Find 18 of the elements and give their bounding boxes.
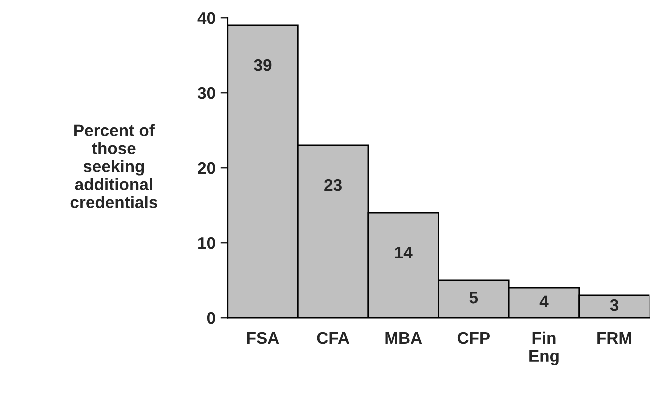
x-tick-label: CFA bbox=[317, 332, 350, 344]
y-axis-title: Percent of those seeking additional credentials bbox=[70, 124, 158, 208]
data-label: 4 bbox=[540, 296, 549, 308]
y-tick-label: 30 bbox=[198, 87, 216, 100]
data-label: 39 bbox=[254, 59, 272, 72]
x-tick-label: FSA bbox=[247, 332, 280, 344]
y-tick-label: 10 bbox=[198, 237, 216, 250]
data-label: 3 bbox=[610, 299, 619, 312]
x-tick-label: Fin Eng bbox=[530, 332, 559, 366]
data-label: 14 bbox=[395, 247, 413, 259]
y-tick-label: 0 bbox=[207, 312, 216, 324]
data-label: 23 bbox=[324, 179, 342, 192]
y-tick-label: 20 bbox=[198, 162, 216, 174]
x-tick-label: CFP bbox=[458, 332, 490, 344]
y-tick-label: 40 bbox=[198, 12, 216, 24]
data-label: 5 bbox=[470, 292, 478, 304]
x-tick-label: FRM bbox=[598, 332, 632, 344]
x-tick-label: MBA bbox=[386, 332, 422, 344]
